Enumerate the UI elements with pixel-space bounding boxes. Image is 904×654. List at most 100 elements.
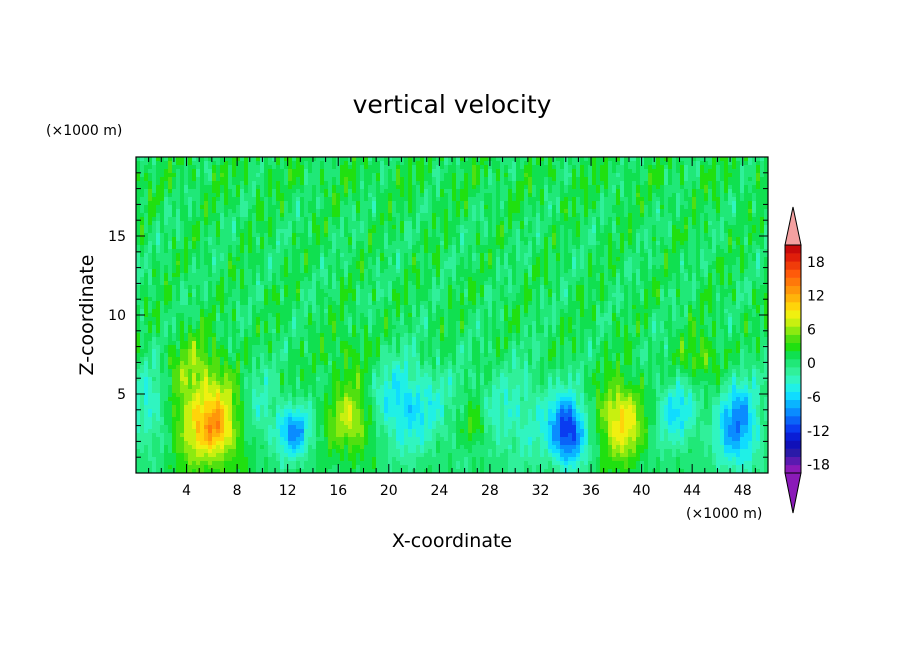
heatmap-cell: [680, 265, 685, 270]
heatmap-cell: [300, 209, 305, 214]
heatmap-cell: [432, 233, 437, 238]
heatmap-cell: [304, 253, 309, 258]
heatmap-cell: [456, 161, 461, 166]
heatmap-cell: [364, 209, 369, 214]
heatmap-cell: [560, 165, 565, 170]
heatmap-cell: [432, 273, 437, 278]
heatmap-cell: [236, 197, 241, 202]
heatmap-cell: [708, 173, 713, 178]
heatmap-cell: [372, 253, 377, 258]
heatmap-cell: [224, 197, 229, 202]
heatmap-cell: [300, 221, 305, 226]
heatmap-cell: [636, 225, 641, 230]
heatmap-cell: [340, 269, 345, 274]
heatmap-cell: [724, 165, 729, 170]
heatmap-cell: [432, 213, 437, 218]
heatmap-cell: [524, 169, 529, 174]
heatmap-cell: [452, 253, 457, 258]
heatmap-cell: [748, 173, 753, 178]
heatmap-cell: [568, 169, 573, 174]
heatmap-cell: [432, 197, 437, 202]
heatmap-cell: [336, 241, 341, 246]
heatmap-cell: [256, 269, 261, 274]
heatmap-cell: [632, 213, 637, 218]
heatmap-cell: [684, 161, 689, 166]
heatmap-cell: [572, 261, 577, 266]
heatmap-cell: [304, 261, 309, 266]
heatmap-cell: [608, 273, 613, 278]
heatmap-cell: [412, 205, 417, 210]
heatmap-cell: [300, 241, 305, 246]
heatmap-cell: [164, 245, 169, 250]
heatmap-cell: [184, 277, 189, 282]
heatmap-cell: [596, 181, 601, 186]
heatmap-cell: [136, 157, 141, 162]
heatmap-cell: [268, 245, 273, 250]
heatmap-cell: [260, 249, 265, 254]
heatmap-cell: [412, 265, 417, 270]
heatmap-cell: [540, 269, 545, 274]
heatmap-cell: [732, 161, 737, 166]
heatmap-cell: [324, 213, 329, 218]
heatmap-cell: [612, 257, 617, 262]
heatmap-cell: [436, 201, 441, 206]
heatmap-cell: [764, 241, 769, 246]
heatmap-cell: [152, 217, 157, 222]
heatmap-cell: [328, 209, 333, 214]
heatmap-cell: [472, 261, 477, 266]
heatmap-cell: [248, 181, 253, 186]
heatmap-cell: [348, 245, 353, 250]
heatmap-cell: [712, 181, 717, 186]
heatmap-cell: [356, 165, 361, 170]
heatmap-cell: [644, 165, 649, 170]
heatmap-cell: [620, 189, 625, 194]
heatmap-cell: [224, 253, 229, 258]
heatmap-cell: [420, 257, 425, 262]
heatmap-cell: [340, 249, 345, 254]
heatmap-cell: [692, 265, 697, 270]
heatmap-cell: [512, 157, 517, 162]
heatmap-cell: [548, 277, 553, 282]
heatmap-cell: [708, 217, 713, 222]
heatmap-cell: [480, 189, 485, 194]
heatmap-cell: [684, 201, 689, 206]
heatmap-cell: [712, 253, 717, 258]
heatmap-cell: [496, 257, 501, 262]
heatmap-cell: [408, 273, 413, 278]
heatmap-cell: [368, 209, 373, 214]
heatmap-cell: [712, 245, 717, 250]
heatmap-cell: [648, 205, 653, 210]
heatmap-cell: [552, 189, 557, 194]
heatmap-cell: [192, 281, 197, 286]
heatmap-cell: [448, 253, 453, 258]
heatmap-cell: [692, 189, 697, 194]
heatmap-cell: [608, 257, 613, 262]
heatmap-cell: [252, 173, 257, 178]
heatmap-cell: [352, 277, 357, 282]
heatmap-cell: [180, 237, 185, 242]
heatmap-cell: [688, 277, 693, 282]
heatmap-cell: [540, 253, 545, 258]
heatmap-cell: [384, 181, 389, 186]
heatmap-cell: [220, 229, 225, 234]
heatmap-cell: [180, 209, 185, 214]
heatmap-cell: [352, 261, 357, 266]
heatmap-cell: [588, 201, 593, 206]
heatmap-cell: [760, 205, 765, 210]
heatmap-cell: [316, 281, 321, 286]
heatmap-cell: [636, 245, 641, 250]
heatmap-cell: [180, 277, 185, 282]
heatmap-cell: [692, 257, 697, 262]
heatmap-cell: [440, 233, 445, 238]
heatmap-cell: [432, 253, 437, 258]
heatmap-cell: [556, 165, 561, 170]
heatmap-cell: [572, 189, 577, 194]
heatmap-cell: [588, 237, 593, 242]
heatmap-cell: [272, 177, 277, 182]
heatmap-cell: [148, 213, 153, 218]
heatmap-cell: [764, 245, 769, 250]
heatmap-cell: [232, 249, 237, 254]
heatmap-cell: [748, 185, 753, 190]
heatmap-cell: [328, 177, 333, 182]
heatmap-cell: [512, 201, 517, 206]
